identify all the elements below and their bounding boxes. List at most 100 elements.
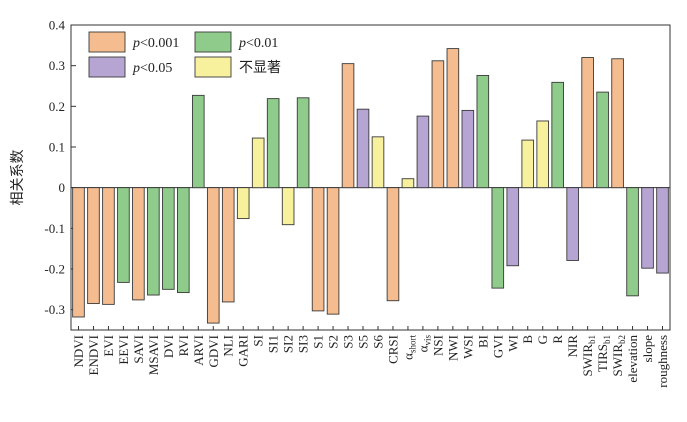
y-tick-label: -0.3 [44, 302, 65, 317]
bars [72, 48, 669, 324]
bar-gdvi [206, 187, 220, 324]
bar-g [536, 120, 550, 189]
x-tick-label: GVI [490, 335, 505, 358]
bar-r [551, 81, 564, 189]
x-tick-label: elevation [625, 335, 640, 383]
legend-swatch [88, 31, 126, 53]
x-tick-label: slope [640, 335, 655, 363]
bar-wsi [461, 109, 475, 189]
bar-slope [641, 187, 654, 269]
legend-swatch [194, 56, 232, 78]
bar-nwi [446, 48, 460, 189]
x-tick-label: αshort [400, 335, 417, 360]
x-tick-label: CRSI [385, 335, 400, 364]
x-tick-label: ARVI [191, 335, 206, 366]
x-tick-label: NDVI [71, 335, 86, 368]
bar-nsi [431, 60, 445, 189]
x-tick-label: B [520, 335, 535, 344]
bar-s3 [341, 63, 355, 189]
x-tick-label: SWIRb2 [610, 335, 627, 377]
bar-gvi [491, 187, 505, 289]
x-tick-label: NWI [445, 335, 460, 361]
bar-rvi [177, 187, 190, 294]
bar-s5 [356, 108, 370, 189]
y-tick-label: -0.1 [44, 221, 65, 236]
x-tick-label: S5 [356, 335, 371, 349]
y-tick-label: 0 [59, 180, 66, 195]
x-tick-label: RVI [176, 335, 191, 356]
bar-α-vis [416, 115, 430, 189]
bar-nir [566, 187, 579, 261]
y-tick-label: 0.3 [49, 58, 65, 73]
x-tick-label: NIR [565, 335, 580, 358]
x-tick-label: GDVI [206, 335, 221, 368]
x-tick-label: S1 [311, 335, 326, 349]
x-tick-label: SI1 [266, 335, 281, 353]
legend-swatch [194, 31, 232, 53]
bar-msavi [147, 187, 160, 296]
x-tick-label: S3 [341, 335, 356, 349]
bar-nli [221, 187, 235, 303]
legend-label: p<0.001 [132, 36, 179, 51]
x-tick-labels: NDVI ENDVI EVI EEVI SAVI MSAVI DVI RVI ARVI GDVI N… [71, 335, 670, 388]
y-tick-label: 0.4 [49, 18, 66, 33]
bar-b [521, 139, 535, 189]
bar-endvi [87, 187, 100, 305]
x-tick-label: SI2 [281, 335, 296, 353]
y-axis-label: 相关系数 [10, 150, 26, 206]
bar-bi [476, 74, 490, 189]
bar-si [251, 137, 265, 189]
bar-gari [236, 187, 250, 220]
x-tick-label: WSI [460, 335, 475, 359]
legend-swatch [88, 56, 126, 78]
bar-roughness [656, 187, 669, 274]
x-tick-label: SI [251, 335, 266, 347]
bar-s6 [371, 136, 385, 189]
x-tick-label: SWIRb1 [580, 335, 597, 377]
legend-label: p<0.05 [132, 61, 172, 76]
bar-eevi [117, 187, 130, 283]
x-tick-label: SAVI [131, 335, 146, 364]
bar-tirs-b1 [596, 91, 609, 189]
bar-s1 [311, 187, 325, 312]
bar-s2 [326, 187, 340, 315]
x-tick-label: TIRSb1 [595, 335, 612, 372]
bar-ndvi [72, 187, 85, 318]
bar-swir-b2 [611, 58, 624, 189]
bar-crsi [386, 187, 400, 302]
bar-si1 [266, 98, 280, 189]
bar-dvi [162, 187, 175, 290]
bar-arvi [191, 94, 205, 189]
x-tick-label: BI [475, 335, 490, 348]
bar-evi [102, 187, 115, 305]
x-tick-label: NSI [430, 335, 445, 356]
x-tick-label: αvis [415, 335, 432, 353]
bar-wi [506, 187, 520, 267]
bar-elevation [626, 187, 639, 297]
x-tick-label: G [535, 335, 550, 344]
legend: p<0.001 p<0.01 p<0.05 不显著 [88, 31, 281, 78]
x-tick-label: NLI [221, 335, 236, 357]
x-tick-label: DVI [161, 335, 176, 358]
legend-label: p<0.01 [238, 36, 278, 51]
x-tick-label: EVI [101, 335, 116, 357]
legend-label: 不显著 [239, 60, 281, 76]
x-tick-label: GARI [236, 335, 251, 367]
y-tick-label: 0.1 [49, 140, 65, 155]
plot-frame [70, 24, 671, 331]
bar-si2 [281, 187, 295, 226]
x-tick-label: WI [505, 335, 520, 352]
bar-α-short [401, 178, 415, 189]
x-tick-label: roughness [655, 335, 670, 388]
x-tick-label: SI3 [296, 335, 311, 353]
x-tick-label: EEVI [116, 335, 131, 365]
x-tick-label: ENDVI [86, 335, 101, 375]
x-tick-label: R [550, 335, 565, 344]
y-tick-label: 0.2 [49, 99, 65, 114]
x-tick-label: S2 [326, 335, 341, 349]
bar-si3 [296, 97, 310, 189]
bar-savi [132, 187, 145, 301]
y-tick-label: -0.2 [44, 262, 65, 277]
x-tick-label: S6 [370, 335, 385, 349]
